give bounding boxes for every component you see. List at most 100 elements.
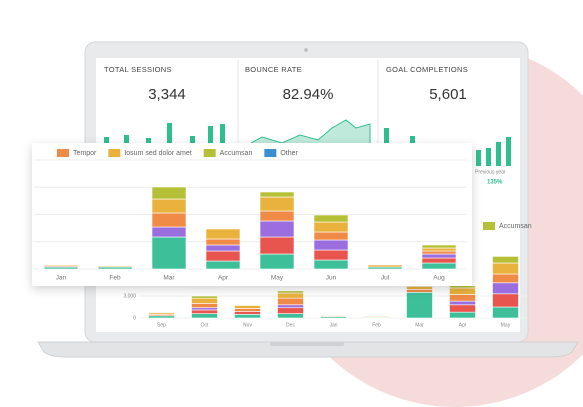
x-tick-label: Jun	[326, 275, 337, 282]
bar-segment	[259, 196, 295, 212]
bar-segment	[191, 313, 218, 319]
x-tick-label: Aug	[433, 275, 445, 282]
bar-segment	[421, 262, 457, 270]
x-tick-label: Jul	[381, 275, 390, 282]
bar-segment	[205, 228, 241, 240]
bar-segment	[205, 244, 241, 252]
bar-segment	[406, 286, 433, 290]
bar-segment	[313, 214, 349, 223]
bar-segment	[234, 314, 261, 319]
bar-segment	[449, 285, 476, 289]
x-tick-label: Sep	[157, 322, 166, 328]
legend-label: Tempor	[73, 150, 97, 157]
bar-segment	[449, 287, 476, 295]
bar-segment	[148, 311, 175, 314]
legend-label: Accumsan	[220, 150, 253, 157]
bar-segment	[191, 297, 218, 304]
bar-segment	[259, 236, 295, 255]
bar-segment	[151, 226, 187, 238]
card-label: GOAL COMPLETIONS	[386, 65, 468, 74]
front-chart: Jan Feb Mar Apr May Jun Jul Aug Tempor Iosum sed …	[34, 149, 466, 282]
bar-segment	[151, 236, 187, 270]
y-tick-label: 3,000	[123, 293, 136, 299]
bar-segment	[151, 212, 187, 228]
bar-segment	[259, 220, 295, 238]
bar-segment	[191, 309, 218, 314]
bar-segment	[492, 262, 519, 275]
mini-area	[242, 119, 371, 148]
bar-segment	[406, 289, 433, 293]
bar-segment	[313, 249, 349, 261]
bar-segment	[148, 315, 175, 319]
bar-segment	[259, 253, 295, 270]
bar-segment	[421, 247, 457, 252]
bar-segment	[449, 311, 476, 319]
x-tick-label: May	[501, 322, 511, 328]
bar-segment	[277, 290, 304, 294]
bar-segment	[492, 282, 519, 295]
bar-segment	[421, 257, 457, 264]
bar-segment	[421, 244, 457, 249]
front-card: Jan Feb Mar Apr May Jun Jul Aug Tempor Iosum sed …	[32, 143, 472, 286]
legend-swatch	[203, 149, 216, 157]
x-tick-label: Jan	[56, 275, 67, 282]
bar-segment	[151, 186, 187, 200]
bar-segment	[259, 191, 295, 198]
bar-segment	[151, 198, 187, 214]
goal-note-label: Previous year	[475, 169, 506, 175]
bar-segment	[313, 239, 349, 251]
legend-swatch	[483, 222, 495, 230]
goal-note-value: 135%	[487, 180, 503, 186]
laptop-notch	[270, 342, 344, 346]
bar-segment	[191, 307, 218, 311]
x-tick-label: Feb	[372, 322, 381, 328]
bar-segment	[234, 304, 261, 306]
legend-label: Iosum sed dolor amet	[124, 150, 191, 157]
x-tick-label: Feb	[109, 275, 121, 282]
bar-segment	[313, 221, 349, 233]
bar-segment	[363, 315, 390, 317]
legend-label: Other	[280, 150, 298, 157]
x-tick-label: Mar	[415, 322, 424, 328]
card-value: 5,601	[429, 86, 467, 103]
bar-segment	[191, 295, 218, 299]
bar-segment	[406, 292, 433, 319]
legend-swatch	[264, 149, 277, 157]
bar-segment	[205, 250, 241, 262]
bar-segment	[449, 300, 476, 306]
bar-segment	[259, 210, 295, 222]
back-chart: 0 3,000 Sep Oct Nov Dec Jan Feb Mar Apr May Accumsa…	[123, 222, 532, 328]
x-tick-label: Nov	[243, 322, 252, 328]
card-value: 82.94%	[283, 86, 334, 103]
bar-segment	[367, 264, 403, 268]
laptop-base	[37, 341, 579, 358]
x-tick-label: Oct	[201, 322, 209, 328]
x-tick-label: May	[271, 275, 284, 282]
bar-segment	[492, 306, 519, 319]
bar-segment	[277, 292, 304, 299]
x-tick-label: Jan	[329, 322, 337, 328]
bar-segment	[43, 264, 79, 267]
bar-segment	[234, 308, 261, 312]
bar-segment	[492, 256, 519, 264]
bar-segment	[205, 260, 241, 270]
card-label: BOUNCE RATE	[245, 65, 302, 74]
bar-segment	[492, 273, 519, 284]
card-label: TOTAL SESSIONS	[104, 65, 172, 74]
y-tick-label: 0	[133, 315, 136, 321]
camera	[304, 48, 308, 52]
bar-segment	[313, 231, 349, 241]
bar-segment	[313, 259, 349, 270]
legend-swatch	[57, 149, 69, 157]
card-value: 3,344	[148, 86, 186, 103]
bar-segment	[97, 265, 133, 268]
bar-segment	[234, 311, 261, 315]
bar-segment	[421, 253, 457, 259]
bar-segment	[492, 293, 519, 308]
bar-segment	[421, 250, 457, 255]
bar-segment	[449, 304, 476, 313]
legend-swatch	[108, 149, 121, 157]
bar-segment	[191, 303, 218, 309]
bar-segment	[277, 313, 304, 319]
